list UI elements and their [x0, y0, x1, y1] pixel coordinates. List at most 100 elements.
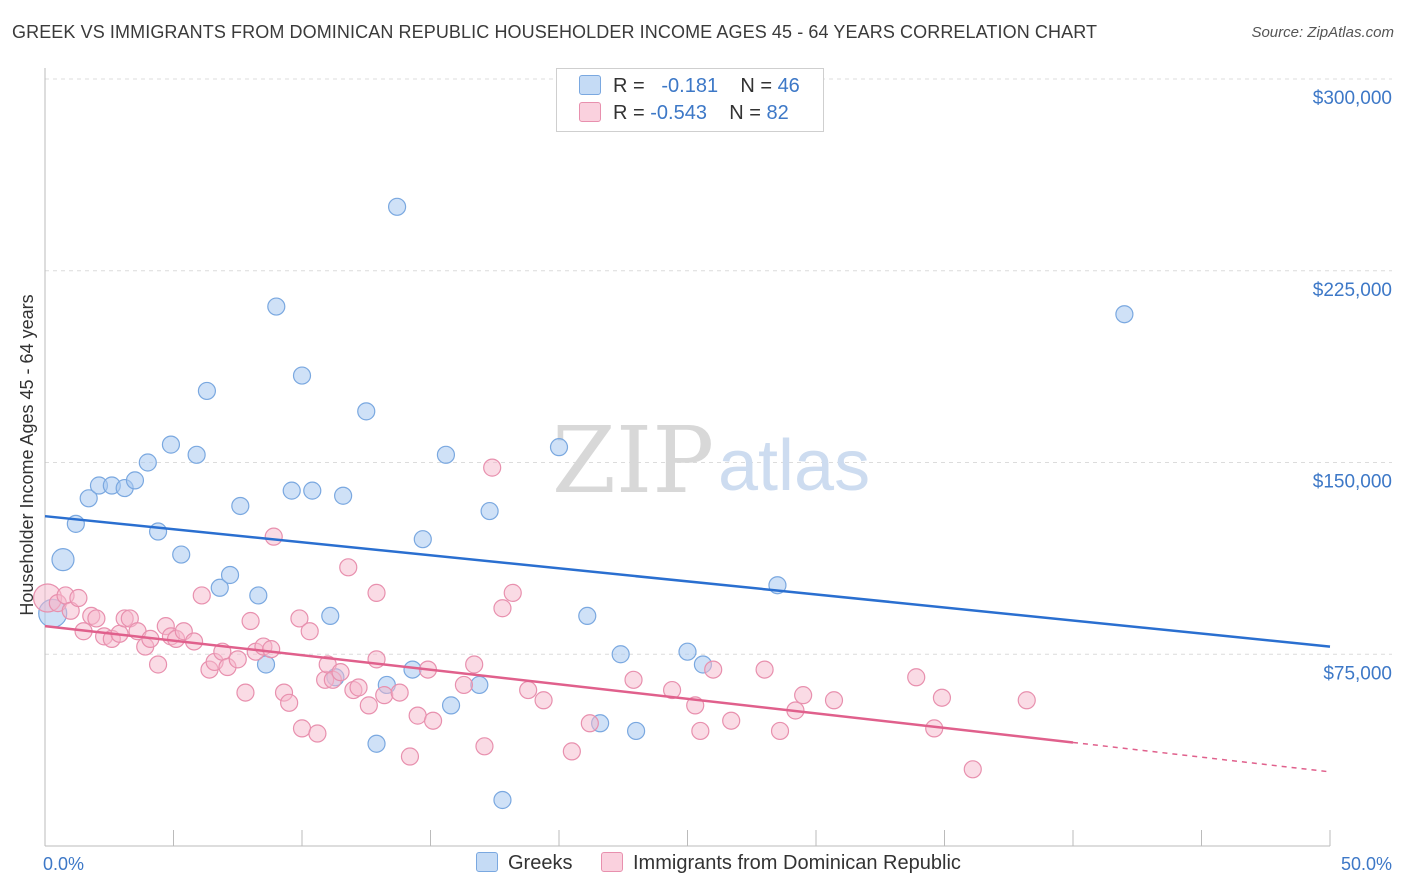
legend-r-value-greeks: -0.181 — [661, 75, 719, 97]
dominican-trend-line — [44, 624, 1074, 744]
dominican-point — [375, 686, 394, 705]
greeks-point — [578, 606, 597, 626]
dominican-point — [534, 691, 553, 710]
dominican-point — [932, 688, 952, 707]
greeks-point — [387, 197, 407, 216]
greeks-point — [321, 606, 340, 626]
watermark-zip: ZIP — [552, 407, 714, 514]
greeks-point — [493, 790, 512, 810]
legend-r-label: R = — [613, 75, 645, 97]
dominican-point — [562, 742, 581, 761]
legend-n-label: N = — [729, 102, 761, 124]
greeks-point — [282, 481, 301, 500]
dominican-point — [624, 670, 643, 689]
dominican-point — [300, 622, 319, 641]
dominican-point — [580, 714, 599, 733]
legend-label-greeks: Greeks — [508, 852, 573, 874]
series-legend: Greeks Immigrants from Dominican Republi… — [0, 852, 1406, 878]
dominican-point — [262, 640, 281, 659]
greeks-point — [357, 402, 376, 421]
x-tick-label-min: 0.0% — [43, 854, 84, 874]
greeks-point — [172, 545, 191, 564]
grid-lines — [45, 78, 1392, 655]
greeks-point — [231, 496, 250, 516]
dominican-point — [331, 663, 350, 682]
legend-n-value-dominican: 82 — [766, 102, 789, 124]
dominican-point — [691, 721, 710, 741]
greeks-point — [441, 696, 461, 715]
greeks-point — [549, 438, 569, 457]
greeks-point — [1115, 305, 1134, 324]
dominican-point — [704, 660, 723, 679]
dominican-point — [367, 583, 386, 602]
dominican-points — [32, 458, 1036, 779]
dominican-point — [390, 683, 409, 702]
dominican-point — [423, 711, 443, 730]
dominican-swatch — [601, 852, 623, 872]
dominican-point — [755, 660, 774, 679]
greeks-point — [161, 435, 181, 454]
legend-item-greeks: Greeks — [476, 852, 572, 875]
greeks-trend-line — [44, 514, 1331, 648]
y-tick-label: $225,000 — [1313, 280, 1392, 301]
greeks-swatch — [476, 852, 498, 872]
x-tick-label-max: 50.0% — [1341, 854, 1392, 874]
greeks-point — [249, 586, 268, 605]
dominican-point — [963, 760, 982, 779]
legend-swatch-greeks — [579, 75, 601, 95]
watermark: ZIP atlas — [552, 407, 870, 514]
dominican-point — [308, 724, 327, 743]
greeks-point — [678, 642, 697, 661]
dominican-point — [290, 609, 309, 628]
dominican-point — [1017, 691, 1036, 710]
correlation-legend: R = -0.181 N = 46 R = -0.543 N = 82 — [556, 68, 824, 132]
dominican-point — [408, 706, 427, 725]
dominican-point — [400, 747, 420, 766]
greeks-point — [334, 486, 353, 505]
legend-n-label: N = — [740, 75, 772, 97]
dominican-point — [264, 527, 283, 546]
dominican-point — [280, 693, 299, 712]
legend-row-dominican: R = -0.543 N = 82 — [579, 102, 789, 128]
greeks-point — [220, 565, 240, 585]
chart-title: GREEK VS IMMIGRANTS FROM DOMINICAN REPUB… — [12, 22, 1098, 42]
greeks-point — [470, 675, 489, 695]
dominican-point — [454, 675, 474, 695]
greeks-point — [413, 530, 432, 549]
dominican-point — [349, 678, 368, 697]
dominican-point — [794, 686, 813, 705]
greeks-point — [197, 381, 217, 401]
source-label: Source: ZipAtlas.com — [1251, 24, 1394, 41]
dominican-point — [69, 588, 88, 608]
x-tick-marks — [44, 830, 1331, 846]
dominican-point — [519, 680, 538, 700]
dominican-point — [228, 650, 247, 669]
legend-row-greeks: R = -0.181 N = 46 — [579, 75, 800, 101]
dominican-point — [192, 586, 211, 605]
greeks-point — [148, 522, 168, 541]
dominican-trend-extension — [1072, 741, 1331, 773]
legend-swatch-dominican — [579, 102, 601, 122]
dominican-point — [503, 583, 522, 602]
greeks-point — [292, 366, 312, 385]
dominican-point — [465, 655, 484, 674]
greeks-point — [480, 501, 499, 521]
dominican-point — [907, 668, 926, 687]
y-tick-labels: $75,000 $150,000 $225,000 $300,000 — [1313, 88, 1392, 684]
greeks-point — [51, 548, 75, 572]
y-axis-label: Householder Income Ages 45 - 64 years — [17, 294, 37, 615]
dominican-point — [148, 655, 168, 674]
dominican-point — [236, 683, 255, 702]
dominican-point — [339, 558, 358, 577]
y-tick-label: $300,000 — [1313, 88, 1392, 109]
legend-n-value-greeks: 46 — [777, 75, 800, 97]
dominican-point — [292, 719, 312, 738]
trend-lines — [44, 514, 1331, 773]
y-tick-label: $150,000 — [1313, 472, 1392, 493]
dominican-point — [722, 711, 741, 730]
dominican-point — [359, 696, 378, 715]
greeks-point — [626, 721, 646, 741]
legend-item-dominican: Immigrants from Dominican Republic — [601, 852, 961, 875]
legend-r-label: R = — [613, 102, 645, 124]
dominican-point — [493, 599, 512, 618]
